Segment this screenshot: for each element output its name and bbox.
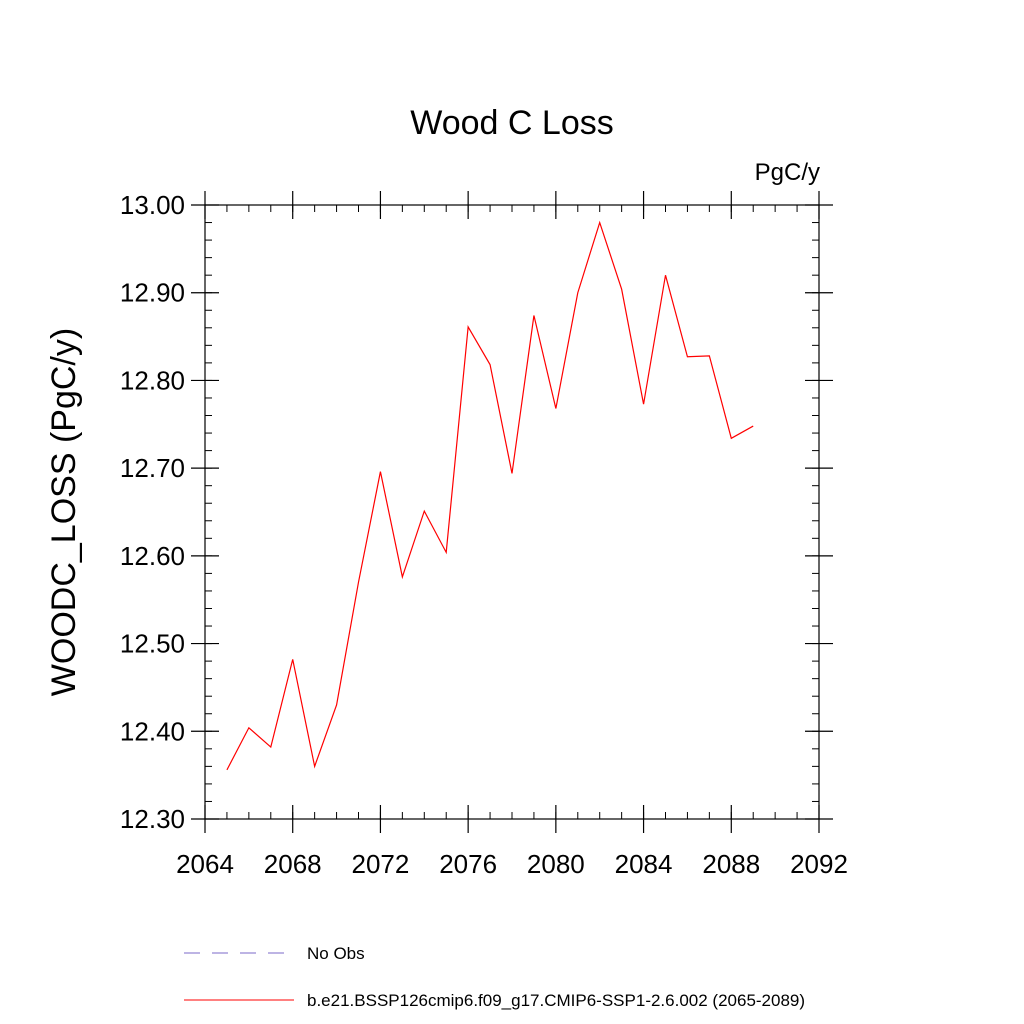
data-point [291, 657, 295, 661]
chart-title: Wood C Loss [410, 104, 613, 142]
data-point [422, 509, 426, 513]
data-point [225, 768, 229, 772]
data-point [357, 580, 361, 584]
data-point [598, 221, 602, 225]
x-tick-label: 2072 [352, 849, 410, 879]
data-point [685, 355, 689, 359]
axis-tick-labels: 2064 2068 2072 2076 2080 2084 2088 2092 12.30 12.… [120, 190, 848, 879]
y-tick-label: 12.90 [120, 278, 185, 308]
y-tick-label: 12.30 [120, 804, 185, 834]
data-point [620, 287, 624, 291]
data-point [576, 291, 580, 295]
data-point [707, 354, 711, 358]
x-tick-label: 2092 [790, 849, 848, 879]
data-point [378, 470, 382, 474]
data-point [269, 745, 273, 749]
data-point [554, 406, 558, 410]
data-point [751, 424, 755, 428]
y-tick-label: 12.50 [120, 629, 185, 659]
data-point [532, 314, 536, 318]
y-tick-label: 12.40 [120, 716, 185, 746]
axis-ticks [191, 191, 833, 833]
legend: No Obs b.e21.BSSP126cmip6.f09_g17.CMIP6-S… [184, 944, 805, 1010]
legend-label: b.e21.BSSP126cmip6.f09_g17.CMIP6-SSP1-2.… [307, 991, 805, 1010]
units-label: PgC/y [755, 159, 820, 186]
data-point [729, 436, 733, 440]
x-tick-label: 2084 [615, 849, 673, 879]
data-point [313, 764, 317, 768]
x-tick-label: 2080 [527, 849, 585, 879]
series-line [226, 220, 754, 771]
data-point [466, 325, 470, 329]
data-point [335, 703, 339, 707]
data-point [444, 550, 448, 554]
y-tick-label: 12.80 [120, 365, 185, 395]
data-point [510, 471, 514, 475]
data-point [488, 363, 492, 367]
legend-label: No Obs [307, 944, 365, 963]
data-point [247, 726, 251, 730]
x-tick-label: 2088 [702, 849, 760, 879]
y-tick-label: 12.70 [120, 453, 185, 483]
x-tick-label: 2068 [264, 849, 322, 879]
y-axis-label: WOODC_LOSS (PgC/y) [45, 328, 83, 696]
data-point [400, 575, 404, 579]
x-tick-label: 2064 [176, 849, 234, 879]
data-point [642, 402, 646, 406]
series-layer [225, 220, 755, 772]
y-tick-label: 12.60 [120, 541, 185, 571]
x-tick-label: 2076 [439, 849, 497, 879]
data-point [664, 273, 668, 277]
y-tick-label: 13.00 [120, 190, 185, 220]
plot-frame [204, 204, 820, 820]
